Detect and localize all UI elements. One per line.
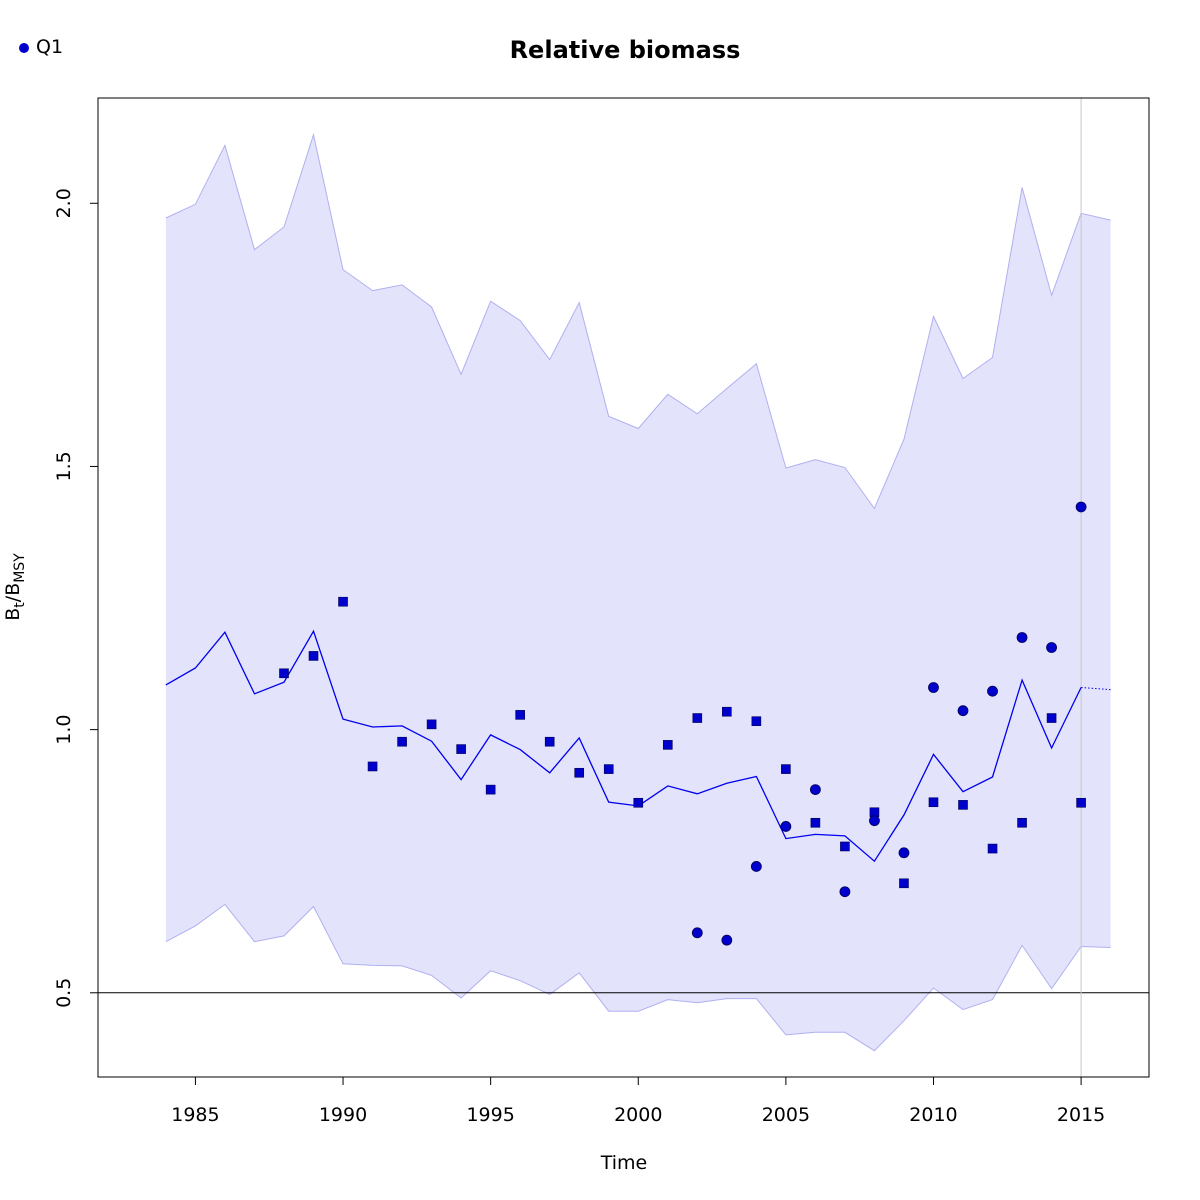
- y-axis-label: Bt/BMSY: [2, 553, 28, 621]
- q1-point: [1016, 632, 1028, 643]
- y-tick-label: 2.0: [53, 188, 75, 218]
- square-point: [751, 716, 762, 726]
- x-tick-label: 2015: [1057, 1104, 1105, 1126]
- x-tick-label: 1995: [466, 1104, 514, 1126]
- square-point: [367, 761, 378, 772]
- q1-point: [1046, 642, 1057, 653]
- square-point: [426, 719, 437, 730]
- legend-marker-circle: [19, 43, 29, 53]
- x-tick-label: 2005: [762, 1104, 810, 1126]
- projection-line: [1081, 687, 1111, 691]
- legend: Q1: [19, 36, 63, 58]
- square-point: [603, 764, 614, 774]
- q1-point: [928, 682, 939, 693]
- square-point: [810, 817, 821, 828]
- square-point: [456, 744, 466, 754]
- plot-area: [98, 98, 1149, 1077]
- square-point: [544, 736, 555, 747]
- q1-point: [750, 861, 762, 872]
- q1-point: [1075, 501, 1087, 513]
- square-point: [781, 764, 791, 774]
- confidence-band: [165, 134, 1111, 1051]
- y-tick-label: 1.0: [53, 714, 75, 744]
- y-tick-label: 0.5: [53, 978, 75, 1008]
- confidence-band-lower: [165, 903, 1111, 1052]
- q1-point: [898, 847, 910, 859]
- x-tick-label: 2000: [614, 1104, 662, 1126]
- q1-point: [809, 784, 821, 796]
- x-tick-label: 2010: [909, 1104, 957, 1126]
- square-point: [338, 596, 348, 607]
- square-point: [899, 878, 909, 889]
- chart-title: Relative biomass: [510, 36, 741, 64]
- y-tick-label: 1.5: [53, 451, 75, 481]
- x-axis: 1985 1990 1995 2000 2005 2010 2015: [171, 1076, 1105, 1126]
- square-point: [633, 797, 644, 808]
- q1-point: [869, 815, 880, 827]
- y-label-sep: /B: [2, 583, 24, 602]
- square-point: [1046, 713, 1057, 723]
- square-point: [1076, 797, 1086, 808]
- square-point: [574, 767, 585, 778]
- square-point: [308, 651, 319, 661]
- y-label-main: B: [2, 608, 24, 621]
- square-point: [987, 843, 998, 854]
- x-tick-label: 1990: [319, 1104, 367, 1126]
- square-point: [1017, 817, 1027, 828]
- square-point: [928, 797, 939, 808]
- square-point: [840, 841, 850, 852]
- square-point: [485, 784, 496, 795]
- square-point: [662, 740, 673, 750]
- y-label-sub2: MSY: [12, 553, 28, 583]
- square-point: [958, 800, 968, 810]
- confidence-band-upper: [165, 132, 1111, 510]
- biomass-line: [165, 629, 1082, 863]
- q1-point: [780, 821, 792, 832]
- square-point: [279, 668, 289, 679]
- q1-point: [691, 927, 703, 939]
- y-label-sub1: t: [12, 602, 28, 608]
- q1-point: [839, 886, 851, 898]
- q1-point: [957, 705, 969, 717]
- q1-point: [721, 934, 733, 946]
- legend-label-q1: Q1: [36, 36, 63, 58]
- square-point: [692, 713, 703, 723]
- square-point: [515, 710, 525, 720]
- x-axis-label: Time: [600, 1152, 648, 1174]
- y-axis: 0.5 1.0 1.5 2.0: [53, 188, 99, 1008]
- square-point: [722, 706, 732, 717]
- q1-point: [987, 685, 998, 697]
- square-point: [397, 736, 407, 747]
- x-tick-label: 1985: [171, 1104, 219, 1126]
